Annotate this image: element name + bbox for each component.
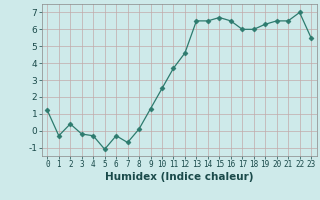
X-axis label: Humidex (Indice chaleur): Humidex (Indice chaleur)	[105, 172, 253, 182]
